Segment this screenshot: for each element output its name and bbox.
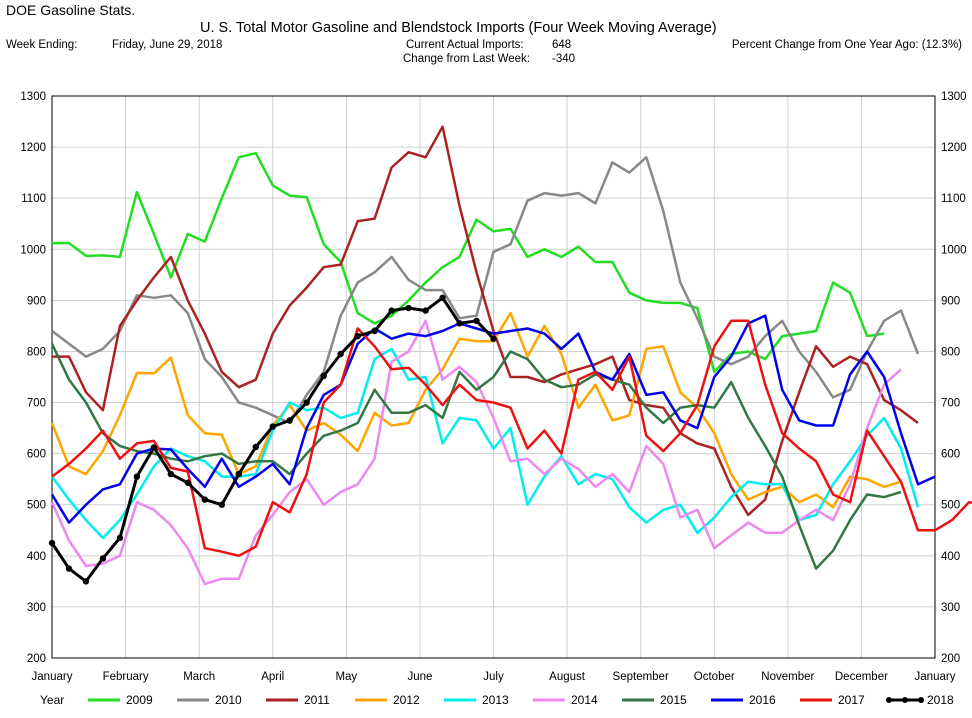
- data-point-2018: [303, 399, 310, 406]
- data-point-2018: [82, 578, 90, 585]
- x-tick-label: June: [407, 671, 432, 683]
- x-tick-label: December: [835, 671, 888, 683]
- y-tick-label-left: 1000: [20, 244, 46, 256]
- y-tick-label-right: 200: [941, 653, 960, 665]
- legend-label-2012: 2012: [393, 693, 420, 707]
- data-point-2018: [252, 443, 259, 451]
- y-tick-label-left: 500: [27, 500, 46, 512]
- x-tick-label: April: [261, 671, 284, 683]
- series-line-2014: [50, 319, 902, 586]
- series-line-2015: [50, 343, 902, 570]
- y-tick-label-left: 200: [27, 653, 46, 665]
- data-point-2018: [337, 350, 344, 358]
- series-line-2016: [50, 314, 936, 524]
- y-tick-label-left: 400: [27, 551, 46, 563]
- legend-label-2011: 2011: [304, 693, 330, 707]
- legend-marker-2018: [886, 697, 892, 703]
- data-point-2018: [269, 423, 276, 430]
- data-point-2018: [371, 327, 378, 335]
- legend-label-2014: 2014: [571, 693, 598, 707]
- series-line-2012: [50, 311, 902, 509]
- data-point-2018: [422, 307, 429, 314]
- y-tick-label-right: 1300: [941, 91, 967, 103]
- legend-label-2009: 2009: [126, 693, 153, 707]
- weekly-change-label: Change from Last Week:: [403, 53, 530, 65]
- app-title: DOE Gasoline Stats.: [6, 2, 136, 18]
- x-tick-label: October: [694, 671, 735, 683]
- y-tick-label-right: 500: [941, 500, 960, 512]
- data-point-2018: [456, 320, 463, 327]
- legend-marker-2018: [918, 697, 924, 703]
- legend-label-2017: 2017: [838, 693, 865, 707]
- series-line-2017: [51, 319, 972, 558]
- current-imports-value: 648: [552, 39, 572, 51]
- legend-label-2013: 2013: [482, 693, 509, 707]
- data-point-2018: [167, 470, 175, 478]
- data-point-2018: [235, 470, 242, 478]
- data-point-2018: [490, 335, 497, 342]
- legend-label-2010: 2010: [215, 693, 242, 707]
- y-tick-label-left: 1200: [20, 142, 46, 154]
- y-tick-label-right: 1000: [941, 244, 967, 256]
- y-tick-label-right: 1100: [941, 193, 966, 205]
- week-ending-value: Friday, June 29, 2018: [112, 39, 223, 51]
- legend-label-2016: 2016: [749, 693, 776, 707]
- current-imports-label: Current Actual Imports:: [406, 39, 524, 51]
- weekly-change-value: -340: [552, 53, 576, 65]
- data-point-2018: [116, 534, 124, 542]
- data-point-2018: [405, 304, 412, 312]
- data-point-2018: [201, 496, 209, 503]
- y-tick-label-right: 700: [941, 398, 960, 410]
- x-tick-label: March: [183, 671, 215, 683]
- y-tick-label-left: 800: [27, 346, 46, 358]
- y-tick-label-left: 900: [27, 295, 46, 307]
- data-point-2018: [133, 473, 141, 480]
- data-point-2018: [388, 307, 395, 314]
- chart-title: U. S. Total Motor Gasoline and Blendstoc…: [200, 20, 717, 36]
- plot-frame: [51, 95, 936, 659]
- x-tick-label: September: [613, 671, 669, 683]
- data-point-2018: [473, 317, 480, 324]
- y-tick-label-right: 1200: [941, 142, 967, 154]
- series-line-2010: [51, 156, 920, 425]
- y-tick-label-right: 900: [941, 295, 960, 307]
- y-tick-label-right: 400: [941, 551, 960, 563]
- x-tick-label: November: [761, 671, 814, 683]
- week-ending-label: Week Ending:: [6, 39, 78, 51]
- y-tick-label-left: 1100: [21, 193, 46, 205]
- y-tick-label-left: 600: [27, 449, 46, 461]
- legend-label-2015: 2015: [660, 693, 687, 707]
- x-tick-label: August: [549, 671, 586, 683]
- y-tick-label-right: 600: [941, 449, 960, 461]
- x-tick-label: January: [32, 671, 73, 683]
- legend-label-2018: 2018: [927, 693, 954, 707]
- data-point-2018: [150, 444, 158, 451]
- data-point-2018: [65, 565, 73, 572]
- series-line-2011: [52, 125, 919, 517]
- data-point-2018: [286, 417, 293, 424]
- y-tick-label-left: 700: [27, 398, 46, 410]
- data-point-2018: [354, 332, 361, 340]
- year-over-year-change: Percent Change from One Year Ago: (12.3%…: [731, 39, 962, 51]
- y-tick-label-left: 1300: [20, 91, 46, 103]
- y-tick-label-right: 300: [941, 602, 960, 614]
- legend-title: Year: [40, 693, 64, 707]
- data-point-2018: [218, 501, 226, 508]
- x-tick-label: January: [915, 671, 956, 683]
- data-point-2018: [320, 372, 327, 380]
- x-tick-label: May: [335, 671, 357, 683]
- y-tick-label-left: 300: [27, 602, 46, 614]
- x-tick-label: February: [103, 671, 149, 683]
- y-tick-label-right: 800: [941, 346, 960, 358]
- data-point-2018: [439, 294, 446, 302]
- data-point-2018: [99, 555, 107, 562]
- data-point-2018: [184, 479, 192, 486]
- x-tick-label: July: [483, 671, 504, 683]
- data-point-2018: [48, 539, 56, 547]
- legend-marker-2018: [902, 697, 908, 703]
